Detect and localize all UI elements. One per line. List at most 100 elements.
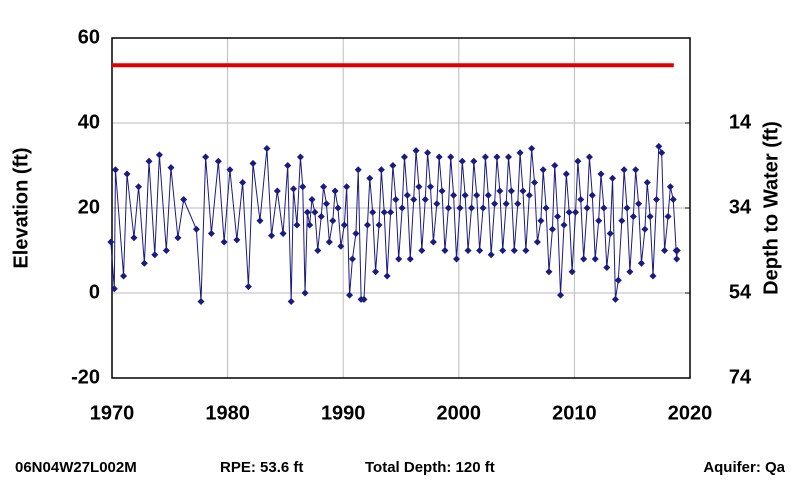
data-point [583,204,591,212]
data-point [306,221,314,229]
total-depth: Total Depth: 120 ft [365,459,495,476]
data-point [363,221,371,229]
data-point [611,295,619,303]
data-point [151,251,159,259]
data-point [130,234,138,242]
data-point [646,213,654,220]
data-point [380,208,388,216]
data-point [314,247,322,254]
data-point [522,247,530,254]
data-point [618,217,626,225]
data-point [560,221,568,229]
data-point [279,230,287,237]
data-point [207,230,215,237]
x-tick-label: 1980 [205,402,250,424]
data-point [565,208,573,216]
data-point [542,204,550,212]
data-point [433,200,441,208]
data-point [487,251,495,259]
data-point [369,208,377,216]
y-tick-label: 40 [78,111,100,133]
data-point [458,157,466,165]
data-point [444,204,452,212]
data-point [614,276,622,284]
data-point [263,145,271,152]
data-point [426,183,434,191]
data-point [424,149,432,157]
data-point [429,238,437,246]
data-point [452,255,460,263]
y2-tick-label: 34 [729,196,752,218]
data-point [111,166,119,174]
y-tick-label: 60 [78,26,100,48]
data-point [574,157,582,165]
data-point [533,238,541,246]
data-point [400,153,408,161]
data-point [197,298,205,305]
data-point [450,191,458,199]
data-point [531,179,539,186]
data-point [239,179,247,186]
data-point [403,191,411,199]
data-point [293,221,301,229]
data-point [606,230,614,237]
data-point [317,213,325,220]
data-point [626,268,634,276]
data-point [585,153,593,161]
data-point [366,174,374,182]
data-point [398,204,406,212]
data-point [548,225,556,233]
data-point [632,166,640,174]
data-point [123,170,131,178]
data-point [289,185,297,193]
data-point [502,200,510,208]
data-point [505,153,513,161]
data-point [110,285,118,293]
data-point [375,221,383,229]
data-point [666,183,674,191]
data-point [249,159,257,167]
data-point [135,183,143,191]
data-point [167,164,175,172]
data-point [507,187,515,195]
data-point [340,221,348,229]
y2-tick-label: 14 [729,111,752,133]
data-point [387,208,395,216]
data-point [557,291,565,299]
data-point [537,217,545,225]
data-point [661,247,669,254]
data-point [352,230,360,237]
data-point [461,191,469,199]
y2-axis-label: Depth to Water (ft) [760,121,782,295]
data-point [572,208,580,216]
y2-tick-label: 54 [729,281,752,303]
data-point [447,153,455,161]
data-point [421,196,429,203]
data-point [496,187,504,195]
data-point [329,217,337,225]
data-point [643,179,651,186]
data-point [140,259,148,267]
data-point [220,238,228,246]
data-point [287,298,295,305]
data-point [406,255,414,263]
x-tick-label: 1970 [90,402,135,424]
data-point [551,162,559,169]
data-point [389,162,397,169]
data-point [464,247,472,254]
data-point [510,247,518,254]
data-point [311,208,319,216]
data-point [658,149,666,157]
data-point [673,255,681,263]
data-point [377,166,385,174]
data-point [174,234,182,242]
data-point [395,255,403,263]
data-point [479,204,487,212]
data-point [595,217,603,225]
y-tick-label: -20 [71,366,100,388]
data-point [499,247,507,254]
data-point [372,268,380,276]
y-tick-label: 0 [89,281,100,303]
data-point [337,242,345,250]
